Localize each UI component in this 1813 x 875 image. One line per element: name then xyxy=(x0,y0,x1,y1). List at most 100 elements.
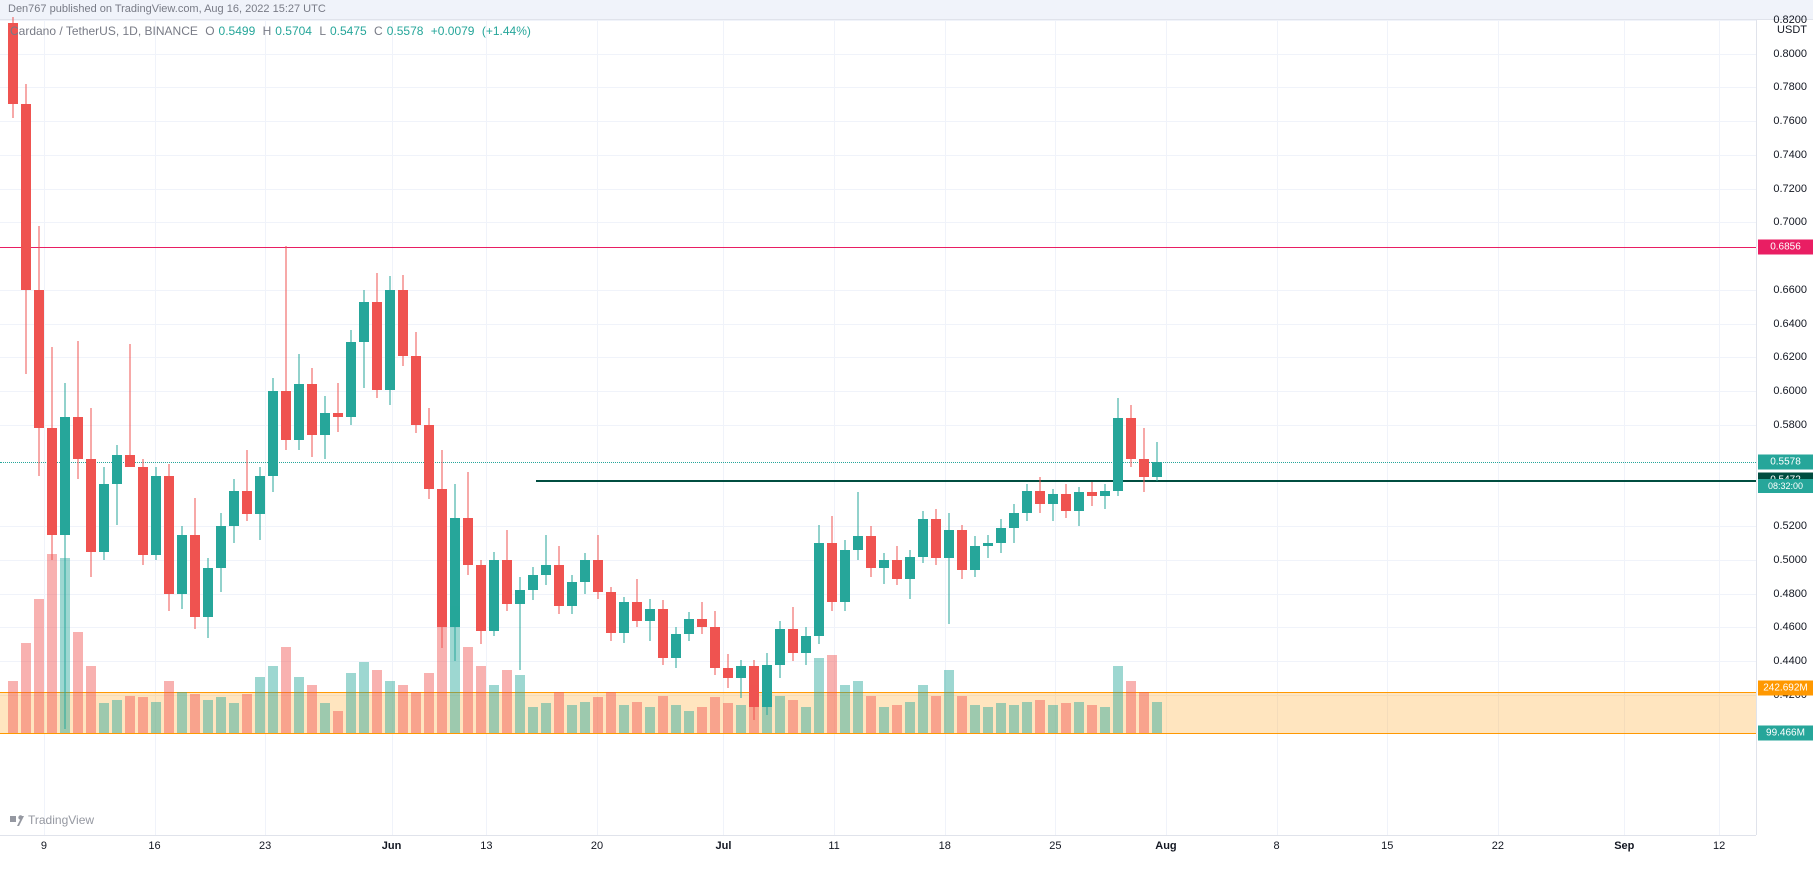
volume-bar[interactable] xyxy=(593,697,603,733)
volume-bar[interactable] xyxy=(1152,702,1162,733)
price-tick: 0.5200 xyxy=(1773,520,1807,532)
volume-bar[interactable] xyxy=(307,685,317,734)
time-axis[interactable]: 91623Jun1320Jul111825Aug81522Sep12 xyxy=(0,835,1756,875)
volume-bar[interactable] xyxy=(671,705,681,733)
symbol-label[interactable]: Cardano / TetherUS, 1D, BINANCE xyxy=(10,24,198,38)
volume-bar[interactable] xyxy=(515,675,525,733)
volume-bar[interactable] xyxy=(723,703,733,733)
volume-bar[interactable] xyxy=(658,696,668,733)
volume-bar[interactable] xyxy=(268,666,278,733)
volume-bar[interactable] xyxy=(996,703,1006,733)
volume-bar[interactable] xyxy=(190,694,200,733)
volume-bar[interactable] xyxy=(931,696,941,733)
volume-bar[interactable] xyxy=(333,711,343,733)
volume-bar[interactable] xyxy=(801,707,811,733)
volume-bar[interactable] xyxy=(775,696,785,733)
volume-bar[interactable] xyxy=(242,694,252,733)
volume-bar[interactable] xyxy=(710,697,720,733)
volume-bar[interactable] xyxy=(528,707,538,733)
volume-bar[interactable] xyxy=(281,647,291,733)
volume-bar[interactable] xyxy=(619,705,629,733)
volume-bar[interactable] xyxy=(788,700,798,734)
volume-bar[interactable] xyxy=(151,702,161,733)
volume-bar[interactable] xyxy=(1087,705,1097,733)
volume-bar[interactable] xyxy=(606,692,616,733)
volume-bar[interactable] xyxy=(970,705,980,733)
volume-bar[interactable] xyxy=(684,711,694,733)
volume-bar[interactable] xyxy=(99,703,109,733)
volume-bar[interactable] xyxy=(944,670,954,734)
volume-bar[interactable] xyxy=(1048,705,1058,733)
volume-bar[interactable] xyxy=(827,655,837,733)
volume-bar[interactable] xyxy=(60,558,70,734)
volume-bar[interactable] xyxy=(216,697,226,733)
volume-bar[interactable] xyxy=(1100,707,1110,733)
price-axis[interactable]: USDT 0.82000.80000.78000.76000.74000.720… xyxy=(1756,20,1813,835)
volume-bar[interactable] xyxy=(346,673,356,733)
close-value: 0.5578 xyxy=(387,24,424,38)
volume-bar[interactable] xyxy=(580,702,590,733)
volume-bar[interactable] xyxy=(138,697,148,733)
chart-canvas[interactable] xyxy=(0,20,1756,835)
volume-bar[interactable] xyxy=(814,658,824,733)
volume-bar[interactable] xyxy=(1035,700,1045,734)
volume-bar[interactable] xyxy=(86,666,96,733)
price-tick: 0.7000 xyxy=(1773,216,1807,228)
volume-bar[interactable] xyxy=(47,554,57,733)
volume-bar[interactable] xyxy=(762,692,772,733)
volume-bar[interactable] xyxy=(840,685,850,734)
volume-bar[interactable] xyxy=(112,700,122,734)
volume-bar[interactable] xyxy=(1061,703,1071,733)
volume-bar[interactable] xyxy=(879,707,889,733)
volume-bar[interactable] xyxy=(294,677,304,733)
volume-bar[interactable] xyxy=(1022,702,1032,733)
volume-bar[interactable] xyxy=(697,707,707,733)
volume-bar[interactable] xyxy=(177,692,187,733)
volume-bar[interactable] xyxy=(892,705,902,733)
volume-bar[interactable] xyxy=(567,705,577,733)
volume-bar[interactable] xyxy=(411,692,421,733)
volume-bar[interactable] xyxy=(8,681,18,733)
volume-bar[interactable] xyxy=(398,685,408,734)
volume-bar[interactable] xyxy=(164,681,174,733)
volume-bar[interactable] xyxy=(541,703,551,733)
volume-bar[interactable] xyxy=(424,673,434,733)
change-value: +0.0079 xyxy=(431,24,475,38)
volume-bar[interactable] xyxy=(489,685,499,734)
time-tick: 15 xyxy=(1381,840,1393,852)
time-tick: 16 xyxy=(148,840,160,852)
volume-bar[interactable] xyxy=(34,599,44,733)
volume-bar[interactable] xyxy=(853,681,863,733)
volume-bar[interactable] xyxy=(1074,702,1084,733)
volume-bar[interactable] xyxy=(1009,705,1019,733)
volume-bar[interactable] xyxy=(736,705,746,733)
volume-bar[interactable] xyxy=(359,662,369,733)
volume-bar[interactable] xyxy=(21,643,31,733)
volume-bar[interactable] xyxy=(372,670,382,734)
volume-bar[interactable] xyxy=(255,677,265,733)
volume-bar[interactable] xyxy=(866,696,876,733)
volume-bar[interactable] xyxy=(905,702,915,733)
volume-bar[interactable] xyxy=(450,606,460,733)
volume-bar[interactable] xyxy=(502,670,512,734)
volume-bar[interactable] xyxy=(437,569,447,733)
volume-bar[interactable] xyxy=(229,703,239,733)
volume-bar[interactable] xyxy=(476,666,486,733)
volume-bar[interactable] xyxy=(1139,692,1149,733)
volume-bar[interactable] xyxy=(73,632,83,733)
volume-bar[interactable] xyxy=(983,707,993,733)
volume-bar[interactable] xyxy=(957,696,967,733)
volume-bar[interactable] xyxy=(463,647,473,733)
volume-bar[interactable] xyxy=(1126,681,1136,733)
low-label: L xyxy=(319,24,326,38)
volume-bar[interactable] xyxy=(1113,666,1123,733)
volume-bar[interactable] xyxy=(918,685,928,734)
volume-bar[interactable] xyxy=(385,681,395,733)
volume-bar[interactable] xyxy=(632,702,642,733)
volume-bar[interactable] xyxy=(554,692,564,733)
volume-bar[interactable] xyxy=(749,685,759,734)
volume-bar[interactable] xyxy=(203,700,213,734)
volume-bar[interactable] xyxy=(125,696,135,733)
volume-bar[interactable] xyxy=(645,707,655,733)
volume-bar[interactable] xyxy=(320,703,330,733)
